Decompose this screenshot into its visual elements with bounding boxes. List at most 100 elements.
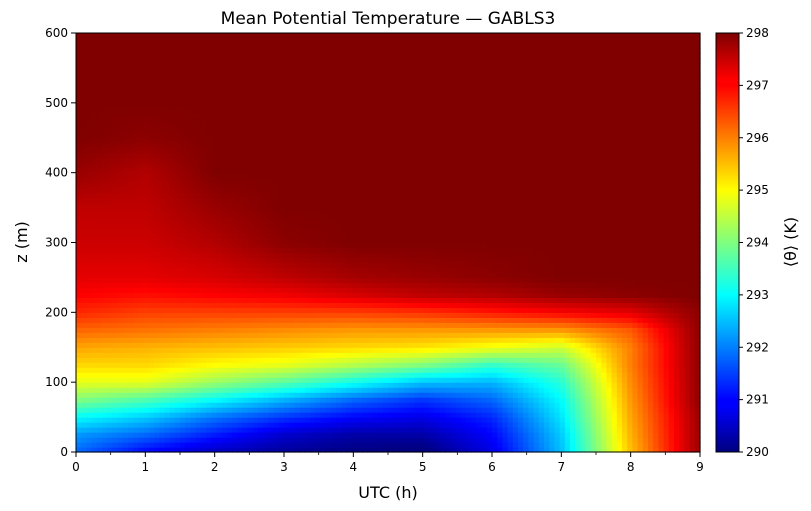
heatmap-cell	[284, 292, 290, 298]
heatmap-cell	[554, 402, 561, 408]
heatmap-cell	[445, 317, 451, 323]
heatmap-cell	[653, 312, 659, 318]
heatmap-cell	[388, 297, 394, 303]
heatmap-cell	[393, 262, 399, 269]
heatmap-cell	[252, 377, 259, 383]
heatmap-cell	[523, 422, 529, 428]
heatmap-cell	[169, 347, 176, 353]
heatmap-cell	[247, 292, 254, 298]
heatmap-cell	[237, 447, 243, 453]
heatmap-cell	[138, 287, 145, 293]
heatmap-cell	[362, 292, 368, 298]
heatmap-cell	[185, 287, 191, 293]
heatmap-cell	[315, 302, 321, 308]
heatmap-cell	[679, 442, 685, 448]
heatmap-cell	[377, 432, 384, 438]
heatmap-cell	[460, 402, 467, 408]
heatmap-cell	[252, 447, 259, 453]
heatmap-cell	[497, 322, 503, 328]
heatmap-cell	[497, 307, 503, 313]
heatmap-cell	[559, 442, 566, 448]
heatmap-cell	[195, 422, 202, 428]
heatmap-cell	[117, 332, 124, 338]
heatmap-cell	[289, 262, 295, 269]
heatmap-cell	[466, 292, 472, 298]
heatmap-cell	[185, 362, 191, 368]
heatmap-cell	[382, 352, 389, 358]
heatmap-cell	[658, 407, 665, 413]
heatmap-cell	[429, 427, 436, 433]
heatmap-cell	[601, 312, 607, 318]
heatmap-cell	[377, 332, 384, 338]
heatmap-cell	[356, 337, 363, 343]
heatmap-cell	[200, 242, 207, 249]
heatmap-cell	[492, 282, 498, 288]
heatmap-cell	[330, 442, 337, 448]
heatmap-cell	[148, 307, 155, 313]
heatmap-cell	[117, 397, 124, 403]
heatmap-cell	[91, 382, 98, 388]
heatmap-cell	[481, 407, 488, 413]
heatmap-cell	[232, 302, 238, 308]
heatmap-cell	[564, 262, 571, 269]
heatmap-cell	[419, 282, 425, 288]
heatmap-cell	[679, 292, 685, 298]
heatmap-cell	[575, 342, 581, 348]
heatmap-cell	[200, 317, 207, 323]
heatmap-cell	[523, 342, 529, 348]
heatmap-cell	[232, 327, 238, 333]
heatmap-cell	[341, 252, 347, 259]
heatmap-cell	[138, 272, 145, 279]
heatmap-cell	[559, 407, 566, 413]
heatmap-cell	[221, 267, 228, 274]
heatmap-cell	[268, 432, 275, 438]
heatmap-cell	[601, 437, 607, 443]
heatmap-cell	[544, 317, 550, 323]
heatmap-cell	[154, 332, 160, 338]
heatmap-cell	[518, 377, 524, 383]
heatmap-cell	[398, 442, 405, 448]
heatmap-cell	[570, 317, 576, 323]
heatmap-cell	[434, 362, 441, 368]
heatmap-cell	[221, 297, 228, 303]
heatmap-cell	[388, 342, 394, 348]
heatmap-cell	[585, 327, 592, 333]
heatmap-cell	[76, 377, 82, 383]
heatmap-cell	[284, 337, 290, 343]
heatmap-cell	[263, 307, 269, 313]
heatmap-cell	[377, 307, 384, 313]
heatmap-cell	[148, 272, 155, 279]
heatmap-cell	[310, 377, 316, 383]
heatmap-cell	[242, 322, 249, 328]
heatmap-cell	[221, 257, 228, 264]
heatmap-cell	[289, 412, 295, 418]
heatmap-cell	[382, 292, 389, 298]
heatmap-cell	[294, 412, 301, 418]
heatmap-cell	[154, 297, 160, 303]
heatmap-cell	[606, 387, 613, 393]
heatmap-cell	[278, 382, 285, 388]
heatmap-cell	[606, 382, 613, 388]
heatmap-cell	[648, 332, 654, 338]
heatmap-cell	[663, 342, 670, 348]
heatmap-cell	[252, 437, 259, 443]
heatmap-cell	[107, 317, 113, 323]
heatmap-cell	[76, 362, 82, 368]
heatmap-cell	[169, 272, 176, 279]
heatmap-cell	[585, 377, 592, 383]
heatmap-cell	[580, 392, 587, 398]
heatmap-cell	[497, 372, 503, 378]
heatmap-cell	[460, 437, 467, 443]
heatmap-cell	[268, 312, 275, 318]
heatmap-cell	[434, 247, 441, 254]
heatmap-cell	[455, 382, 462, 388]
heatmap-cell	[242, 372, 249, 378]
heatmap-cell	[195, 312, 202, 318]
heatmap-cell	[221, 272, 228, 279]
heatmap-cell	[169, 402, 176, 408]
heatmap-cell	[408, 402, 415, 408]
heatmap-cell	[460, 427, 467, 433]
heatmap-cell	[533, 257, 540, 264]
heatmap-cell	[294, 397, 301, 403]
heatmap-cell	[206, 337, 212, 343]
